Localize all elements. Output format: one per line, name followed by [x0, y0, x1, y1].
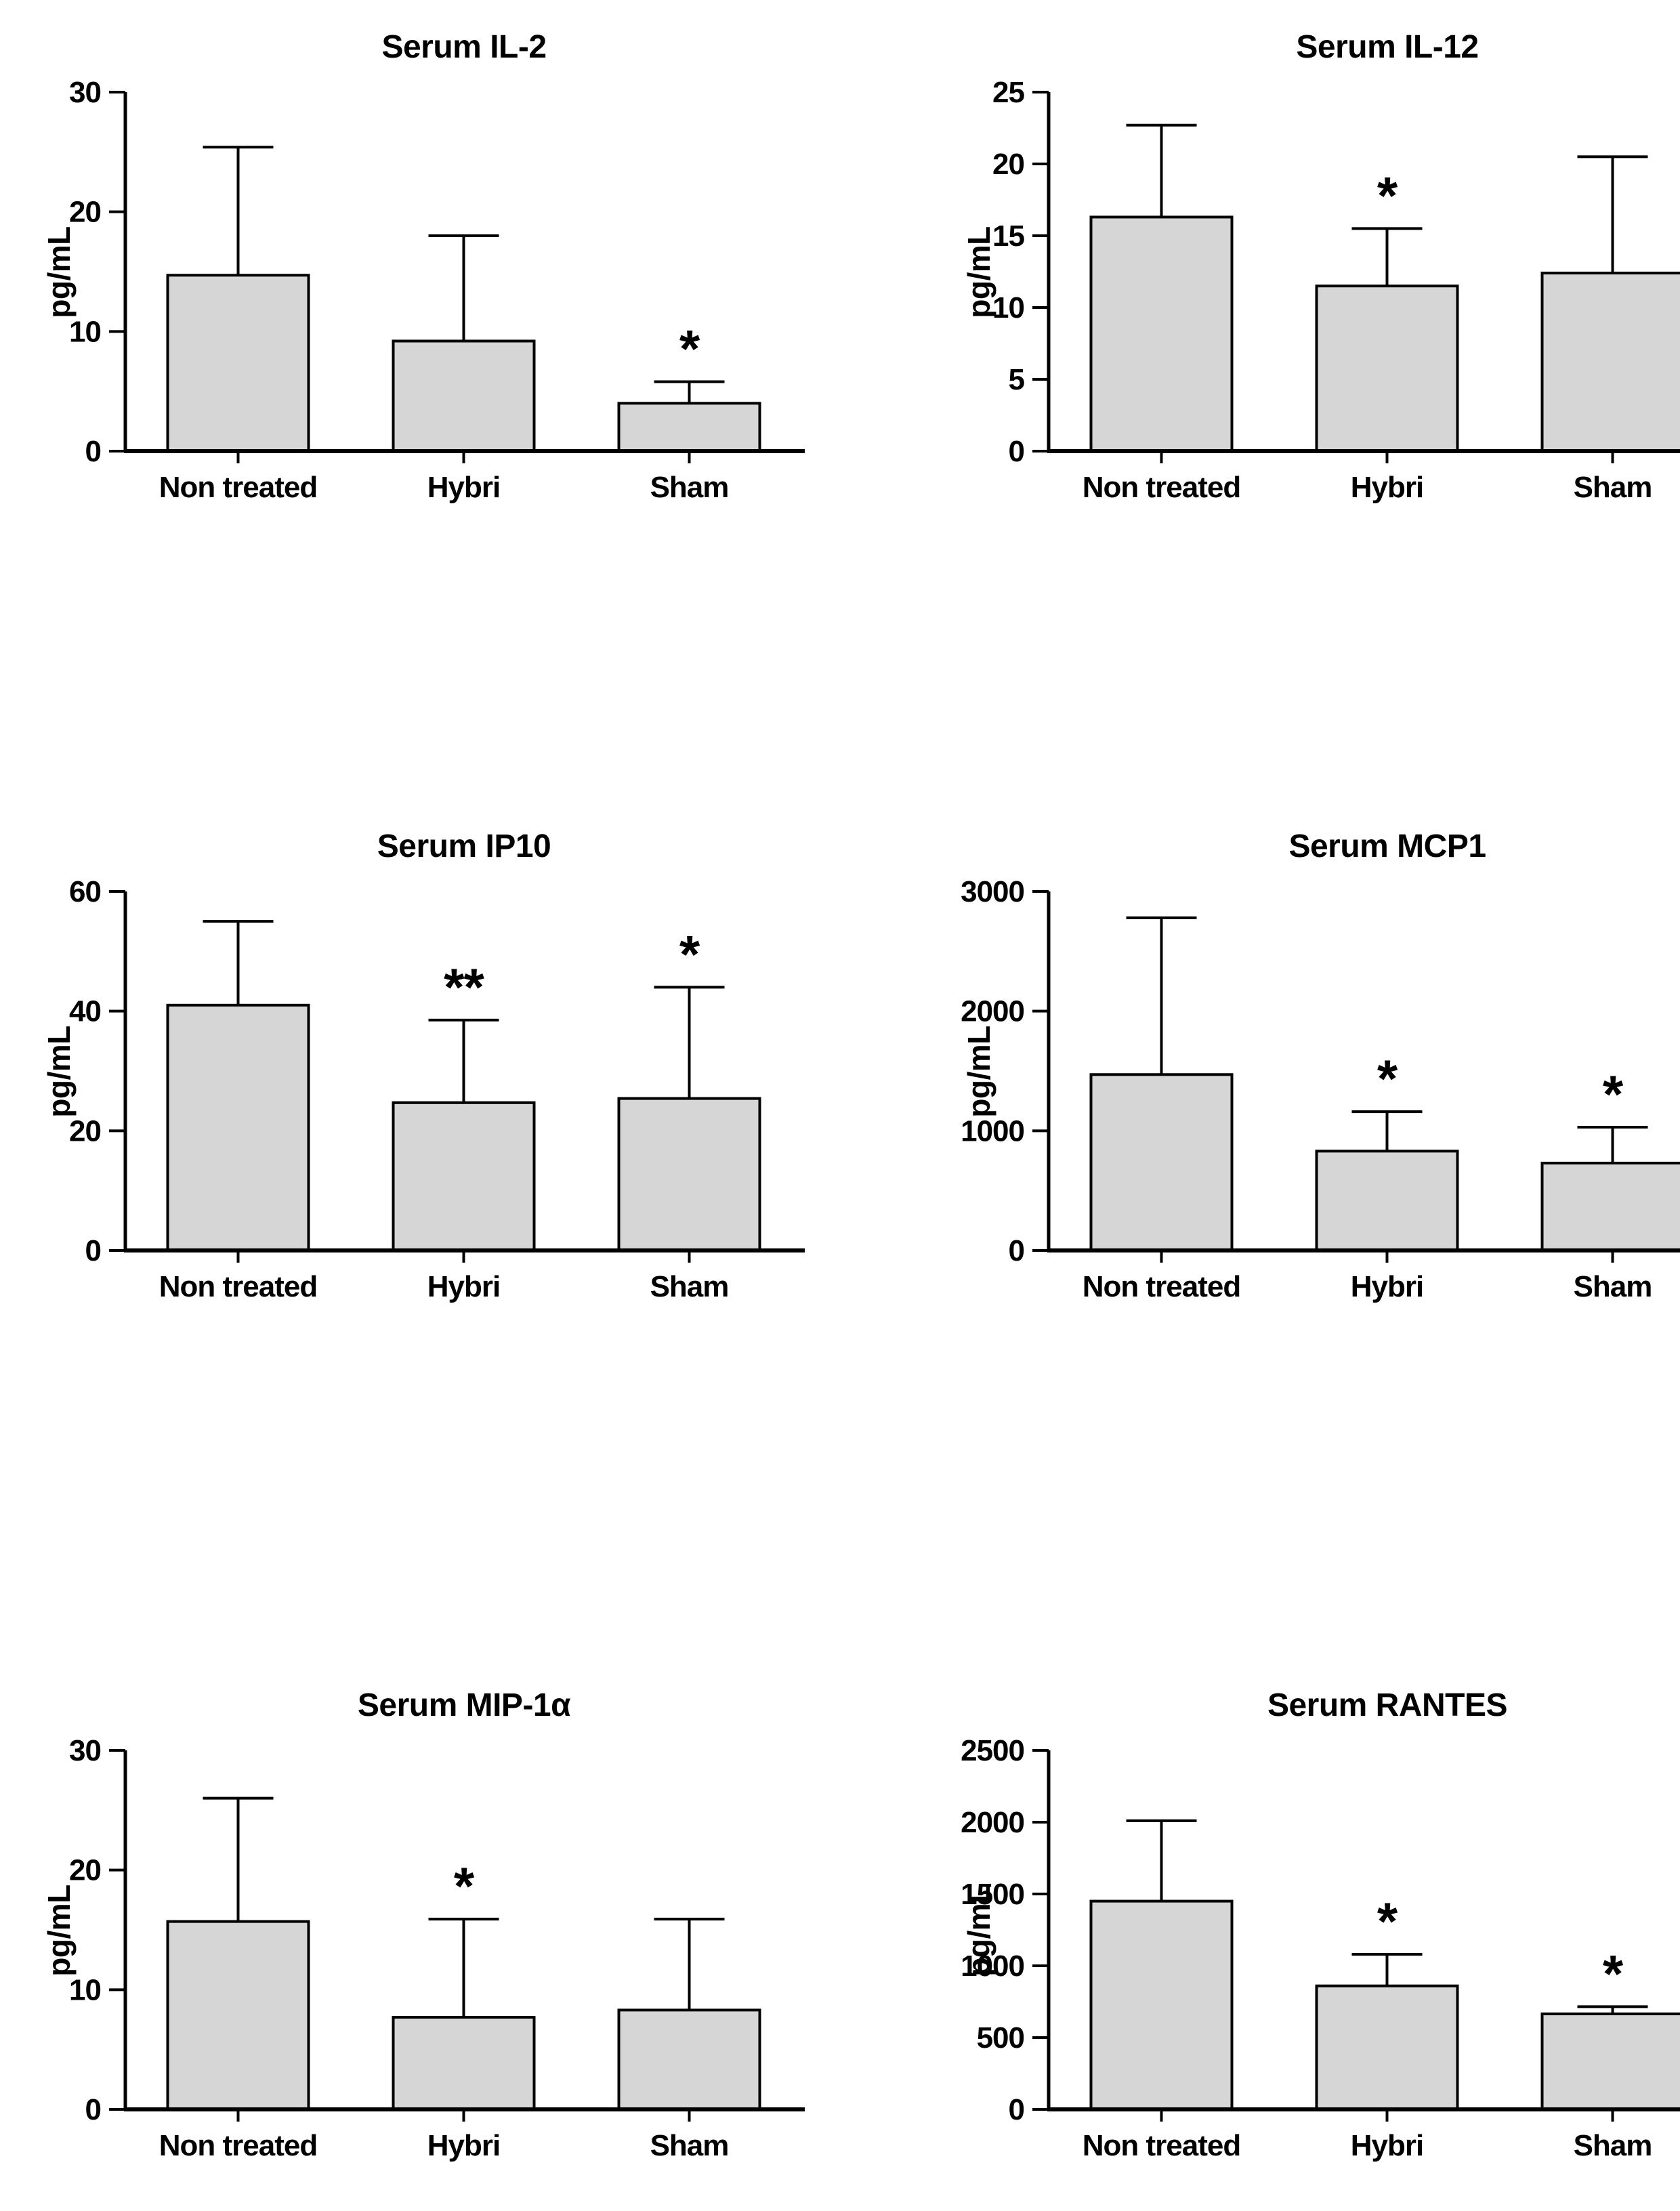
y-tick-label: 20 [992, 148, 1024, 181]
bar-non-treated [168, 275, 309, 451]
x-category-label: Non treated [159, 2129, 317, 2162]
y-tick-label: 0 [1009, 435, 1024, 468]
y-tick-label: 20 [69, 196, 101, 229]
significance-asterisk: * [454, 1856, 475, 1916]
x-category-label: Hybri [1351, 471, 1423, 504]
y-tick-label: 40 [69, 995, 101, 1028]
bar-non-treated [1091, 1074, 1232, 1250]
y-tick-label: 3000 [961, 875, 1024, 908]
y-tick-label: 10 [992, 291, 1024, 324]
significance-asterisk: * [1603, 1943, 1624, 2003]
y-tick-label: 2500 [961, 1734, 1024, 1767]
significance-asterisk: * [1377, 165, 1398, 225]
significance-asterisk: * [1377, 1049, 1398, 1108]
x-category-label: Sham [650, 471, 729, 504]
x-category-label: Sham [1574, 471, 1652, 504]
y-tick-label: 0 [1009, 2093, 1024, 2126]
bar-hybri [1317, 1151, 1458, 1250]
y-tick-label: 25 [992, 76, 1024, 109]
bar-sham [619, 403, 760, 451]
y-tick-label: 1000 [961, 1950, 1024, 1983]
y-tick-label: 0 [1009, 1234, 1024, 1267]
y-tick-label: 30 [69, 76, 101, 109]
bar-hybri [1317, 1986, 1458, 2109]
x-category-label: Hybri [427, 2129, 500, 2162]
x-category-label: Hybri [427, 1270, 500, 1303]
bar-hybri [1317, 286, 1458, 451]
bar-non-treated [1091, 217, 1232, 451]
bar-sham [619, 2010, 760, 2109]
y-tick-label: 0 [85, 1234, 101, 1267]
y-tick-label: 500 [977, 2021, 1024, 2055]
bar-sham [1542, 2014, 1680, 2109]
x-category-label: Hybri [1351, 1270, 1423, 1303]
x-category-label: Sham [1574, 1270, 1652, 1303]
bar-non-treated [1091, 1901, 1232, 2109]
y-tick-label: 20 [69, 1114, 101, 1147]
chart-svg-serum-il2: Non treated Hybri * Sham 0 10 20 30 [27, 11, 867, 553]
y-tick-label: 60 [69, 875, 101, 908]
y-tick-label: 2000 [961, 1806, 1024, 1839]
x-category-label: Hybri [427, 471, 500, 504]
chart-panel-serum-ip10: Serum IP10 pg/mL Non treated**Hybri*Sham… [27, 810, 867, 1352]
x-category-label: Sham [650, 2129, 729, 2162]
bar-sham [1542, 1163, 1680, 1250]
y-tick-label: 5 [1009, 363, 1025, 396]
significance-asterisk: * [1377, 1891, 1398, 1951]
bar-sham [1542, 273, 1680, 451]
x-category-label: Non treated [1083, 471, 1240, 504]
significance-asterisk: * [679, 924, 700, 984]
y-tick-label: 10 [69, 315, 101, 348]
x-category-label: Sham [650, 1270, 729, 1303]
chart-svg-serum-il12: Non treated * Hybri Sham 0 5 10 15 20 25 [867, 11, 1680, 553]
y-tick-label: 10 [69, 1973, 101, 2006]
chart-panel-serum-rantes: Serum RANTES pg/mL Non treated*Hybri*Sha… [867, 1669, 1680, 2211]
y-tick-label: 20 [69, 1854, 101, 1887]
chart-svg-serum-rantes: Non treated * Hybri * Sham 0 500 1000 1500 2000 25… [867, 1669, 1680, 2211]
chart-svg-serum-mcp1: Non treated * Hybri * Sham 0 1000 2000 3000 [867, 810, 1680, 1352]
bar-non-treated [168, 1922, 309, 2109]
y-tick-label: 2000 [961, 995, 1024, 1028]
bar-hybri [394, 341, 534, 451]
bar-hybri [394, 1103, 534, 1250]
y-tick-label: 1000 [961, 1114, 1024, 1147]
bar-sham [619, 1099, 760, 1250]
x-category-label: Non treated [159, 471, 317, 504]
significance-asterisk: * [1603, 1064, 1624, 1124]
x-category-label: Sham [1574, 2129, 1652, 2162]
x-category-label: Non treated [1083, 1270, 1240, 1303]
y-tick-label: 1500 [961, 1878, 1024, 1911]
y-tick-label: 0 [85, 435, 101, 468]
y-tick-label: 30 [69, 1734, 101, 1767]
y-tick-label: 15 [992, 219, 1024, 253]
x-category-label: Hybri [1351, 2129, 1423, 2162]
significance-asterisk: * [679, 319, 700, 379]
y-tick-label: 0 [85, 2093, 101, 2126]
chart-svg-serum-mip1a: Non treated * Hybri Sham 0 10 20 30 [27, 1669, 867, 2211]
bar-hybri [394, 2017, 534, 2109]
chart-svg-serum-ip10: Non treated ** Hybri * Sham 0 20 40 60 [27, 810, 867, 1352]
bar-non-treated [168, 1005, 309, 1250]
significance-asterisk: ** [444, 957, 484, 1017]
x-category-label: Non treated [159, 1270, 317, 1303]
x-category-label: Non treated [1083, 2129, 1240, 2162]
